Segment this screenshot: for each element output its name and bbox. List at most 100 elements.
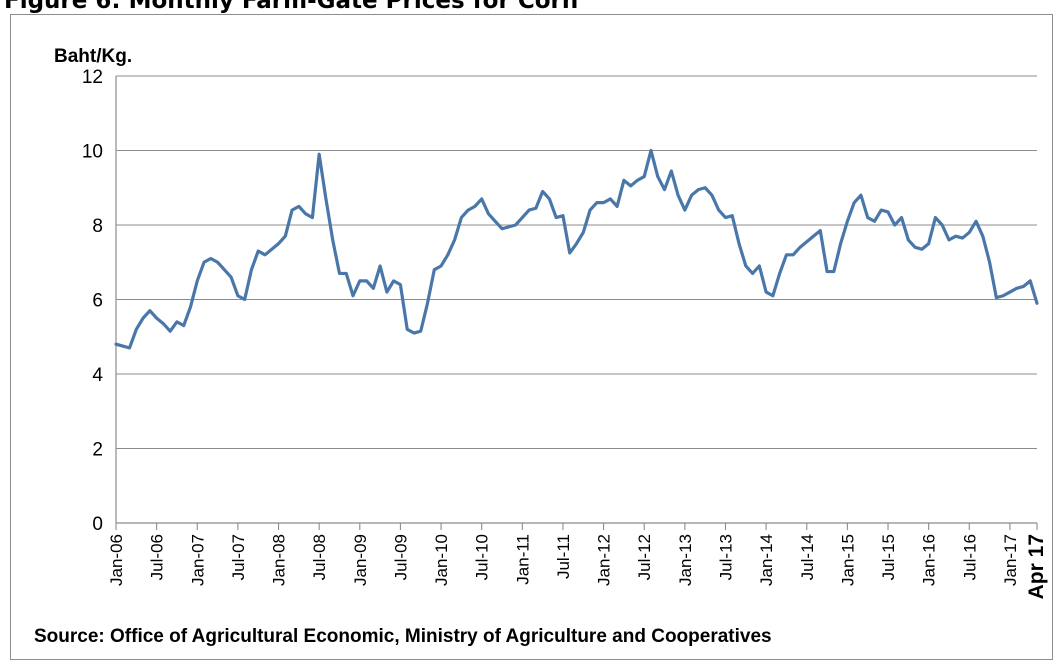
chart-frame — [10, 14, 1053, 660]
data-point-Aug-15 — [893, 224, 896, 227]
data-point-Jan-08 — [277, 242, 280, 245]
y-tick-label: 10 — [82, 142, 103, 163]
data-point-Feb-13 — [690, 194, 693, 197]
data-point-Apr-14 — [785, 253, 788, 256]
data-point-May-13 — [711, 194, 714, 197]
data-point-Jul-16 — [968, 231, 971, 234]
y-tick-label: 0 — [92, 514, 103, 535]
data-point-Jul-09 — [399, 283, 402, 286]
series-corn-price — [114, 148, 1039, 350]
data-point-Dec-13 — [758, 265, 761, 268]
data-point-Jun-16 — [961, 237, 964, 240]
data-point-Sep-11 — [575, 242, 578, 245]
data-point-Nov-06 — [182, 324, 185, 327]
gridlines — [116, 75, 1037, 450]
data-point-Feb-15 — [853, 201, 856, 204]
data-point-Nov-15 — [914, 246, 917, 249]
x-tick-label: Jul-12 — [635, 534, 654, 580]
x-tick-label: Jan-15 — [838, 534, 857, 586]
data-point-Sep-06 — [169, 330, 172, 333]
x-tick-label: Jan-17 — [1001, 534, 1020, 586]
data-point-Jan-17 — [1009, 291, 1012, 294]
data-point-Jul-15 — [887, 211, 890, 214]
x-tick-label: Jul-16 — [960, 534, 979, 580]
data-point-Apr-10 — [460, 216, 463, 219]
x-tick-label: Jan-16 — [920, 534, 939, 586]
x-tick-label: Jan-06 — [107, 534, 126, 586]
data-point-Nov-11 — [589, 209, 592, 212]
data-point-Jun-09 — [392, 279, 395, 282]
data-point-Aug-12 — [650, 149, 653, 152]
data-point-Jun-13 — [717, 209, 720, 212]
x-tick-label: Jul-10 — [473, 534, 492, 580]
data-point-May-06 — [142, 317, 145, 320]
y-tick-label: 6 — [92, 291, 103, 312]
x-tick-label: Jul-09 — [391, 534, 410, 580]
data-point-Aug-13 — [731, 214, 734, 217]
data-point-Apr-11 — [541, 190, 544, 193]
data-point-Jun-08 — [311, 216, 314, 219]
data-point-Feb-07 — [203, 261, 206, 264]
x-tick-label: Jul-06 — [148, 534, 167, 580]
data-point-Feb-16 — [934, 216, 937, 219]
data-point-Jun-06 — [148, 309, 151, 312]
x-tick-label: Jul-11 — [554, 534, 573, 579]
data-point-Mar-11 — [534, 207, 537, 210]
data-point-Oct-16 — [988, 261, 991, 264]
data-point-Mar-17 — [1022, 285, 1025, 288]
y-tick-label: 8 — [92, 216, 103, 237]
data-point-Oct-09 — [419, 330, 422, 333]
series-line — [114, 148, 1039, 350]
data-point-Mar-07 — [209, 257, 212, 260]
data-point-Sep-10 — [494, 220, 497, 223]
data-point-Dec-07 — [270, 248, 273, 251]
data-point-May-08 — [304, 212, 307, 215]
data-point-Aug-07 — [243, 298, 246, 301]
data-point-Apr-15 — [866, 216, 869, 219]
data-point-Jan-07 — [196, 279, 199, 282]
x-tick-label: Jan-08 — [270, 534, 289, 586]
data-point-Feb-17 — [1015, 287, 1018, 290]
data-point-Nov-08 — [345, 272, 348, 275]
data-point-Jul-10 — [480, 198, 483, 201]
data-point-Feb-14 — [771, 294, 774, 297]
data-point-Sep-07 — [250, 268, 253, 271]
data-point-Dec-08 — [352, 294, 355, 297]
data-point-Apr-09 — [379, 265, 382, 268]
data-point-Apr-16 — [948, 239, 951, 242]
data-point-Aug-10 — [487, 212, 490, 215]
data-point-Sep-13 — [738, 242, 741, 245]
data-point-Sep-14 — [819, 229, 822, 232]
data-point-Oct-07 — [257, 250, 260, 253]
data-point-Oct-13 — [744, 265, 747, 268]
data-point-Nov-13 — [751, 272, 754, 275]
data-point-Jan-09 — [358, 279, 361, 282]
x-tick-label: Jan-12 — [595, 534, 614, 586]
data-point-Dec-06 — [189, 306, 192, 309]
data-point-Mar-12 — [616, 205, 619, 208]
data-point-Jan-12 — [602, 201, 605, 204]
data-point-Dec-10 — [514, 224, 517, 227]
data-point-Jul-08 — [318, 153, 321, 156]
data-point-Jul-14 — [805, 240, 808, 243]
data-point-Feb-10 — [446, 253, 449, 256]
data-point-Jun-07 — [230, 276, 233, 279]
x-tick-label: Jul-08 — [310, 534, 329, 580]
data-point-Sep-09 — [413, 332, 416, 335]
data-point-Dec-15 — [920, 248, 923, 251]
data-point-May-14 — [792, 253, 795, 256]
data-point-Aug-14 — [812, 235, 815, 238]
data-point-Jul-12 — [643, 175, 646, 178]
data-point-Oct-14 — [826, 270, 829, 273]
data-point-Mar-08 — [291, 209, 294, 212]
y-tick-label: 2 — [92, 440, 103, 461]
data-point-Jan-10 — [440, 265, 443, 268]
data-point-Jul-11 — [562, 214, 565, 217]
data-point-Jun-15 — [880, 209, 883, 212]
data-point-Dec-09 — [433, 268, 436, 271]
data-point-Sep-15 — [900, 216, 903, 219]
data-point-May-09 — [385, 291, 388, 294]
data-point-Oct-06 — [176, 320, 179, 323]
data-point-Aug-11 — [568, 252, 571, 255]
